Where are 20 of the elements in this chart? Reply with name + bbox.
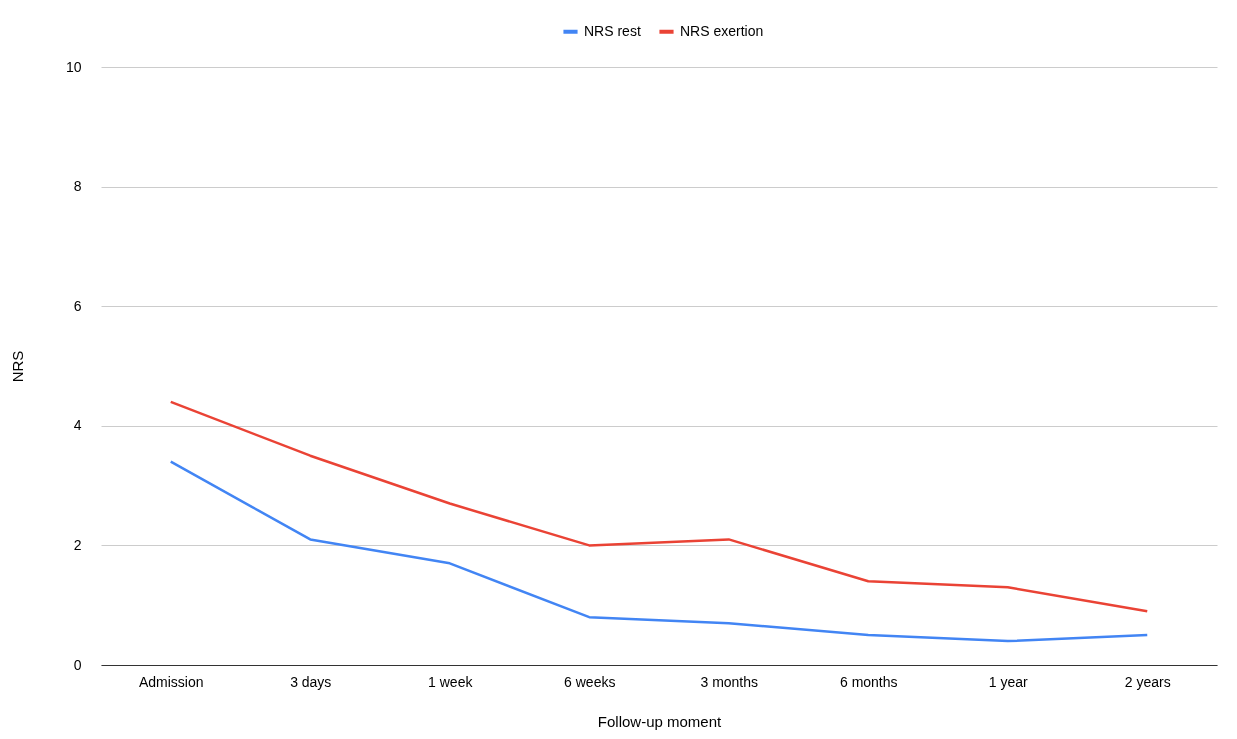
y-tick-label: 6	[73, 297, 82, 314]
x-tick-label: 3 days	[290, 673, 332, 690]
x-axis-title: Follow-up moment	[597, 712, 723, 730]
x-tick-label: 6 weeks	[564, 673, 616, 690]
x-tick-label: 3 months	[700, 673, 759, 690]
y-axis-title: NRS	[8, 350, 26, 383]
x-tick-label: 6 months	[839, 673, 898, 690]
y-tick-label: 4	[73, 417, 82, 434]
line-series	[169, 400, 1149, 613]
y-tick-label: 8	[73, 178, 82, 195]
legend-label: NRS exertion	[680, 22, 764, 39]
x-tick-label: 1 week	[428, 673, 474, 690]
y-tick-label: 0	[73, 656, 82, 673]
x-tick-label: 2 years	[1124, 673, 1171, 690]
x-tick-label: 1 year	[988, 673, 1029, 690]
legend-label: NRS rest	[584, 22, 641, 39]
line-series	[169, 460, 1149, 643]
y-tick-label: 2	[73, 536, 82, 553]
y-tick-label: 10	[65, 58, 82, 75]
x-tick-label: Admission	[138, 673, 204, 690]
